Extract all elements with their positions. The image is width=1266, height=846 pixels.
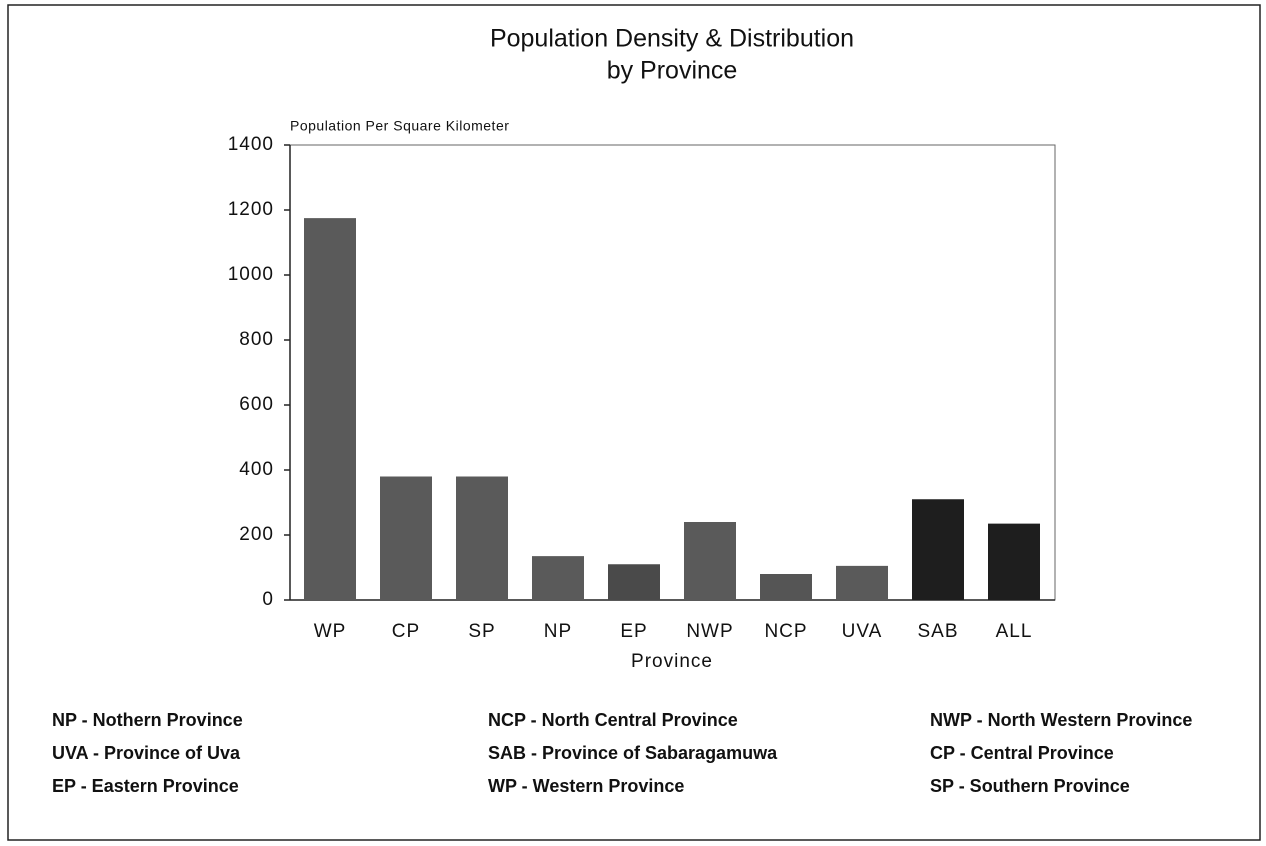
y-tick-label: 200 [239, 524, 274, 545]
x-tick-label: CP [392, 621, 420, 642]
chart-title: Population Density & Distribution [490, 25, 854, 53]
bar [456, 476, 508, 600]
legend-note: NWP - North Western Province [930, 710, 1192, 730]
x-tick-label: ALL [996, 621, 1033, 642]
x-tick-label: UVA [842, 621, 883, 642]
y-tick-label: 600 [239, 394, 274, 415]
x-tick-label: NCP [764, 621, 807, 642]
legend-note: WP - Western Province [488, 776, 684, 796]
bar [532, 556, 584, 600]
x-tick-label: EP [620, 621, 647, 642]
legend-note: CP - Central Province [930, 743, 1114, 763]
legend-note: NCP - North Central Province [488, 710, 738, 730]
y-tick-label: 800 [239, 329, 274, 350]
x-tick-label: SP [468, 621, 495, 642]
bar [988, 523, 1040, 600]
legend-note: EP - Eastern Province [52, 776, 239, 796]
legend-note: NP - Nothern Province [52, 710, 243, 730]
y-tick-label: 1000 [228, 264, 274, 285]
bar [380, 476, 432, 600]
bar [684, 522, 736, 600]
x-tick-label: NWP [686, 621, 733, 642]
chart-subtitle: by Province [607, 57, 738, 85]
y-tick-label: 0 [262, 589, 274, 610]
x-tick-label: WP [314, 621, 347, 642]
y-tick-label: 1400 [228, 134, 274, 155]
legend-note: UVA - Province of Uva [52, 743, 241, 763]
legend-note: SAB - Province of Sabaragamuwa [488, 743, 778, 763]
x-tick-label: NP [544, 621, 572, 642]
bar [304, 218, 356, 600]
legend-note: SP - Southern Province [930, 776, 1130, 796]
x-tick-label: SAB [917, 621, 958, 642]
bar [912, 499, 964, 600]
frame [7, 4, 1261, 841]
bar [608, 564, 660, 600]
bar [760, 574, 812, 600]
y-axis-label: Population Per Square Kilometer [290, 118, 509, 134]
y-tick-label: 1200 [228, 199, 274, 220]
y-tick-label: 400 [239, 459, 274, 480]
x-axis-label: Province [631, 651, 713, 672]
bar [836, 565, 888, 600]
